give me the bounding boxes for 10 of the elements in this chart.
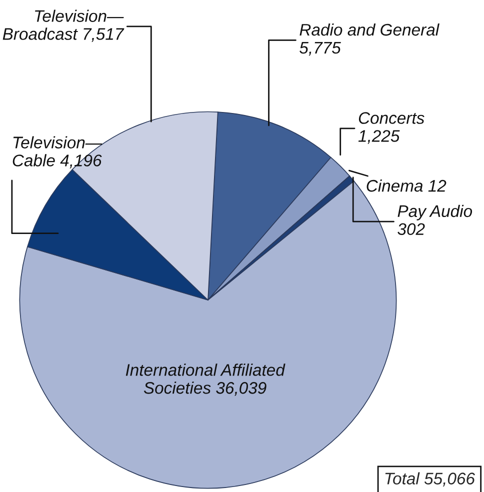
data-label: 1,225 [358,130,400,144]
slice-label: Pay Audio [398,204,472,220]
slice-label: International Affiliated Societies 36,039 [126,364,286,396]
data-label: 302 [398,223,425,236]
slice-label: Television— Broadcast 7,517 [2,10,124,42]
slice-label: Radio and General [300,23,440,36]
text: Total 55,066 [385,472,476,486]
slice-label: Concerts [358,112,424,124]
data-label: 5,775 [300,42,341,56]
slice-label: Cinema 12 [366,179,446,192]
